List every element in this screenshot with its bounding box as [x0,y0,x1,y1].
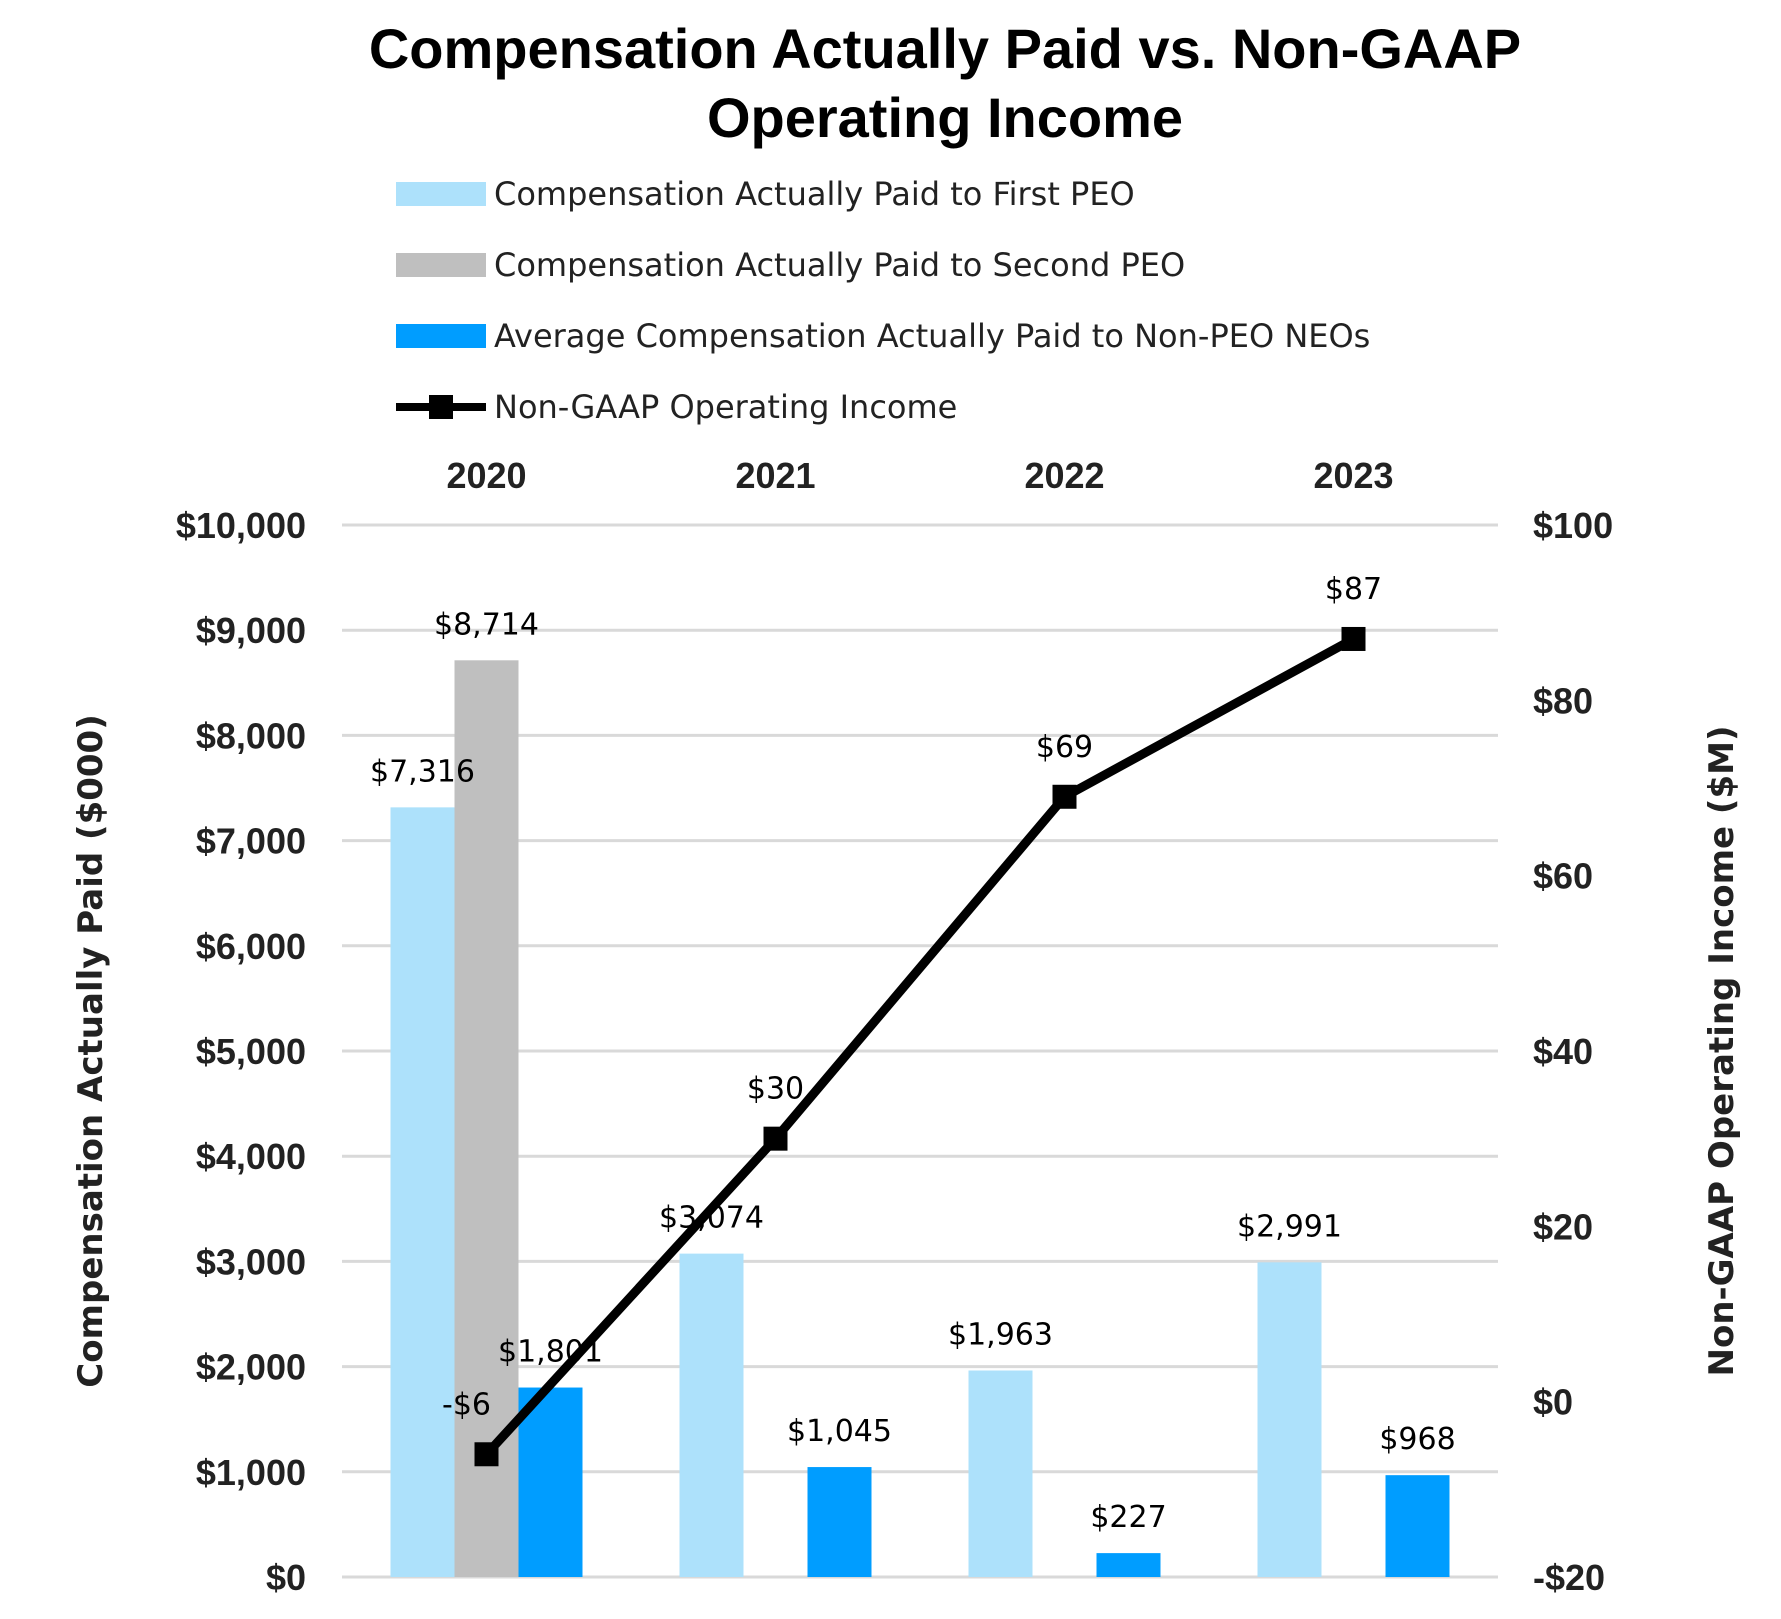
y-axis-title: Compensation Actually Paid ($000) [71,714,111,1388]
line-series [474,626,1366,1467]
bar [1257,1262,1322,1577]
y2-tick-label: $20 [1533,1206,1593,1247]
y-tick-label: $5,000 [196,1031,306,1072]
bar [1096,1553,1161,1577]
line-data-label: $30 [747,1072,804,1107]
y-tick-label: $0 [266,1557,306,1598]
bar [390,807,455,1577]
line-data-label: $69 [1036,730,1093,765]
bar [518,1387,583,1577]
legend-swatch [396,182,486,206]
bar-data-label: $968 [1379,1422,1455,1457]
bar [454,660,519,1577]
chart-title-line-2: Operating Income [707,86,1183,149]
legend-label: Compensation Actually Paid to First PEO [494,175,1135,213]
y-tick-label: $8,000 [196,715,306,756]
chart-title-line-1: Compensation Actually Paid vs. Non-GAAP [369,17,1521,80]
y2-tick-label: -$20 [1533,1557,1605,1598]
y2-tick-label: $100 [1533,505,1613,546]
line-marker [763,1126,788,1151]
legend-label: Non-GAAP Operating Income [494,388,957,426]
bar-data-label: $2,991 [1237,1209,1342,1244]
x-tick-label: 2022 [1024,455,1104,496]
data-labels: $7,316 $3,074 $1,963 $2,991 $8,714 $1,801 $1,0… [370,572,1456,1535]
legend-marker [429,395,453,419]
line-path [483,635,1356,1458]
x-tick-label: 2020 [446,455,526,496]
bar-data-label: $1,801 [498,1335,603,1370]
legend-label: Compensation Actually Paid to Second PEO [494,246,1185,284]
legend-swatch [396,324,486,348]
y-tick-label: $6,000 [196,926,306,967]
line-marker [1341,626,1366,651]
line-marker [1052,784,1077,809]
x-tick-label: 2021 [735,455,815,496]
bar-data-label: $1,045 [787,1414,892,1449]
bar-data-label: $227 [1090,1500,1166,1535]
y-tick-label: $7,000 [196,821,306,862]
bar-data-label: $7,316 [370,754,475,789]
y2-axis-title: Non-GAAP Operating Income ($M) [1702,726,1742,1377]
y2-tick-label: $0 [1533,1382,1573,1423]
legend-label: Average Compensation Actually Paid to No… [494,317,1370,355]
bars [390,660,1450,1577]
bar-data-label: $8,714 [434,607,539,642]
line-data-label: $87 [1325,572,1382,607]
axes: $0 $1,000 $2,000 $3,000 $4,000 $5,000 $6,000 $7… [176,455,1613,1598]
y2-tick-label: $40 [1533,1031,1593,1072]
bar-data-label: $1,963 [948,1317,1053,1352]
y-tick-label: $3,000 [196,1241,306,1282]
x-tick-label: 2023 [1313,455,1393,496]
y2-tick-label: $60 [1533,856,1593,897]
y2-tick-label: $80 [1533,680,1593,721]
legend: Compensation Actually Paid to First PEO C… [396,175,1370,426]
y-tick-label: $1,000 [196,1452,306,1493]
y-tick-label: $2,000 [196,1347,306,1388]
y-tick-label: $10,000 [176,505,306,546]
legend-swatch [396,253,486,277]
y-tick-label: $9,000 [196,610,306,651]
bar-data-label: $3,074 [659,1201,764,1236]
bar [679,1253,744,1577]
bar [968,1370,1033,1577]
bar [807,1467,872,1577]
line-marker [474,1442,499,1467]
line-data-label: -$6 [442,1387,491,1422]
y-tick-label: $4,000 [196,1136,306,1177]
bar [1385,1475,1450,1577]
